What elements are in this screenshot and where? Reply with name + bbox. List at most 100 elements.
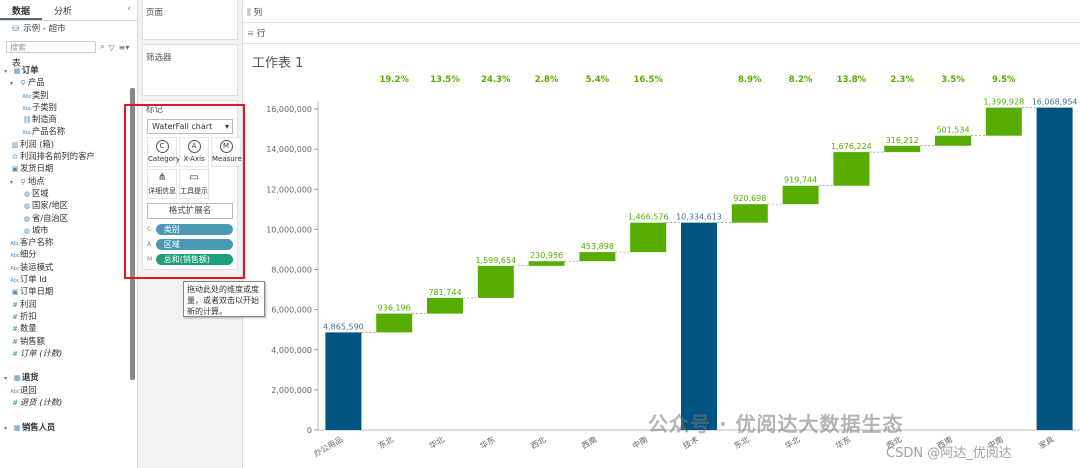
field-item[interactable]: ▣ 订单日期 xyxy=(0,285,127,297)
field-item[interactable]: # 利润 xyxy=(0,298,127,310)
field-item[interactable]: Abc产品名称 xyxy=(0,125,127,137)
rows-icon: ≡ xyxy=(247,29,257,39)
drop-hint-tooltip: 拖动此处的维度或度量，或者双击以开始新的计算。 xyxy=(183,281,265,317)
field-item[interactable]: Abc类别 xyxy=(0,89,127,101)
field-label: 数量 xyxy=(20,323,37,334)
pct-label: 2.8% xyxy=(535,75,559,85)
x-tick-label: 中南 xyxy=(630,434,649,451)
mark-buttons: C Category A X-Axis M Measure ⋔ 详细信息 ▭ 工具提示 xyxy=(147,137,242,199)
chevron-down-icon[interactable]: ▾ xyxy=(10,80,14,88)
chevron-down-icon[interactable]: ▾ xyxy=(10,178,14,186)
datasource-item[interactable]: ⛁ 示例 - 超市 xyxy=(0,21,137,37)
hierarchy-icon: ⚲ xyxy=(20,177,26,186)
encoding-icon: ▭ xyxy=(189,172,199,183)
tab-analysis[interactable]: 分析 xyxy=(54,7,73,17)
mark-button[interactable]: ▭ 工具提示 xyxy=(179,169,209,199)
field-item[interactable]: Abc装运模式 xyxy=(0,261,127,273)
encoding-slot-icon: M xyxy=(147,256,153,263)
encoding-slot-icon: C xyxy=(147,226,152,233)
view-options-icon[interactable]: ≡▾ xyxy=(118,42,130,52)
watermark: 公众号 · 优阅达大数据生态 xyxy=(648,412,904,436)
x-tick-label: 东北 xyxy=(376,434,395,451)
field-item[interactable]: # 销售额 xyxy=(0,335,127,347)
y-tick-label: 16,000,000 xyxy=(266,105,312,114)
mark-button[interactable]: M Measure xyxy=(211,137,242,167)
bar xyxy=(630,222,667,253)
x-tick-label: 西北 xyxy=(529,435,547,451)
field-item[interactable]: ⛓制造商 xyxy=(0,113,127,125)
columns-shelf[interactable]: ⫼ 列 xyxy=(243,3,1080,23)
date-icon: ▣ xyxy=(11,288,19,297)
field-item[interactable]: ▣ 发货日期 xyxy=(0,162,127,174)
rows-shelf[interactable]: ≡ 行 xyxy=(243,24,1080,44)
waterfall-chart: 0 2,000,000 4,000,000 6,000,000 8,000,000 10,… xyxy=(266,75,1080,459)
pane-tabs: 数据 分析 ‹ xyxy=(0,0,137,21)
bar xyxy=(985,107,1022,136)
pct-label: 19.2% xyxy=(379,75,409,85)
globe-icon: ◍ xyxy=(23,202,31,211)
field-item[interactable]: ◍ 城市 xyxy=(0,224,127,236)
bar xyxy=(477,265,514,298)
field-item[interactable]: ▥ 利润 (箱) xyxy=(0,138,127,150)
x-tick-label: 办公用品 xyxy=(312,434,345,459)
chevron-down-icon[interactable]: ▾ xyxy=(4,68,8,75)
filter-icon[interactable]: ▽ xyxy=(108,42,115,52)
format-extension-button[interactable]: 格式扩展名 xyxy=(147,203,233,219)
mark-button[interactable]: ⋔ 详细信息 xyxy=(147,169,177,199)
field-item[interactable]: ▾ ⚲ 地点 xyxy=(0,175,127,187)
field-item[interactable]: ▾ ▦ 销售人员 xyxy=(0,421,127,433)
field-item[interactable]: Abc订单 Id xyxy=(0,273,127,285)
field-label: 销售人员 xyxy=(22,421,56,432)
measure-icon: # xyxy=(12,312,18,321)
data-pane: 数据 分析 ‹ ⛁ 示例 - 超市 搜索 ⌕ ▽ ≡▾ 表 ▾ ▦ 订单 ▾ ⚲ 产品 Ab… xyxy=(0,0,138,468)
field-item[interactable]: ◍ 区域 xyxy=(0,187,127,199)
field-item[interactable]: Abc退回 xyxy=(0,384,127,396)
field-item[interactable]: # 折扣 xyxy=(0,310,127,322)
measure-icon: # xyxy=(12,325,18,334)
pages-card[interactable]: 页面 xyxy=(142,0,238,40)
chevron-down-icon[interactable]: ▾ xyxy=(4,424,8,432)
data-label: 781,744 xyxy=(428,288,461,297)
marks-label: 标记 xyxy=(146,105,164,115)
field-label: 销售额 xyxy=(20,335,45,346)
field-item[interactable]: ▾ ⚲ 产品 xyxy=(0,76,127,88)
field-label: 发货日期 xyxy=(20,163,54,174)
filters-card[interactable]: 筛选器 xyxy=(142,44,238,96)
field-label: 订单 (计数) xyxy=(20,347,63,358)
tab-data[interactable]: 数据 xyxy=(0,0,43,20)
field-item[interactable]: Abc子类别 xyxy=(0,101,127,113)
search-icon[interactable]: ⌕ xyxy=(100,42,105,51)
mark-button[interactable]: A X-Axis xyxy=(179,137,209,167)
field-pill[interactable]: 区域 xyxy=(155,239,233,250)
cards-pane: 页面 筛选器 标记 WaterFall chart ▾ C Category A X-… xyxy=(138,0,243,468)
field-item[interactable]: Abc细分 xyxy=(0,248,127,260)
collapse-icon[interactable]: ‹ xyxy=(127,4,131,14)
field-item[interactable]: ▾ ▦ 订单 xyxy=(0,64,127,76)
mark-button[interactable]: C Category xyxy=(147,137,180,167)
field-label: 制造商 xyxy=(32,114,57,125)
field-pill[interactable]: 总和(销售额) xyxy=(155,254,233,265)
field-item[interactable]: ⊙ 利润排名前列的客户 xyxy=(0,150,127,162)
field-item[interactable]: ◍ 国家/地区 xyxy=(0,199,127,211)
field-label: 退货 xyxy=(22,372,39,383)
field-label: 订单日期 xyxy=(20,286,54,297)
field-label: 折扣 xyxy=(20,310,37,321)
data-label: 1,676,224 xyxy=(831,142,872,151)
field-pill[interactable]: 类别 xyxy=(155,224,233,235)
chevron-down-icon[interactable]: ▾ xyxy=(4,375,8,383)
bar xyxy=(325,332,362,430)
mark-button-label: X-Axis xyxy=(183,155,205,163)
pct-label: 2.3% xyxy=(890,75,914,85)
mark-type-dropdown[interactable]: WaterFall chart ▾ xyxy=(147,119,233,134)
field-label: 退货 (计数) xyxy=(20,397,63,408)
field-item[interactable]: # 数量 xyxy=(0,322,127,334)
field-item[interactable]: ▾ ▦ 退货 xyxy=(0,371,127,383)
field-item[interactable]: # 退货 (计数) xyxy=(0,396,127,408)
data-label: 230,956 xyxy=(530,251,563,260)
field-item[interactable]: Abc客户名称 xyxy=(0,236,127,248)
search-input[interactable]: 搜索 xyxy=(6,41,96,53)
field-label: 客户名称 xyxy=(20,237,54,248)
scrollbar[interactable] xyxy=(130,88,135,380)
field-item[interactable]: ◍ 省/自治区 xyxy=(0,212,127,224)
field-item[interactable]: # 订单 (计数) xyxy=(0,347,127,359)
